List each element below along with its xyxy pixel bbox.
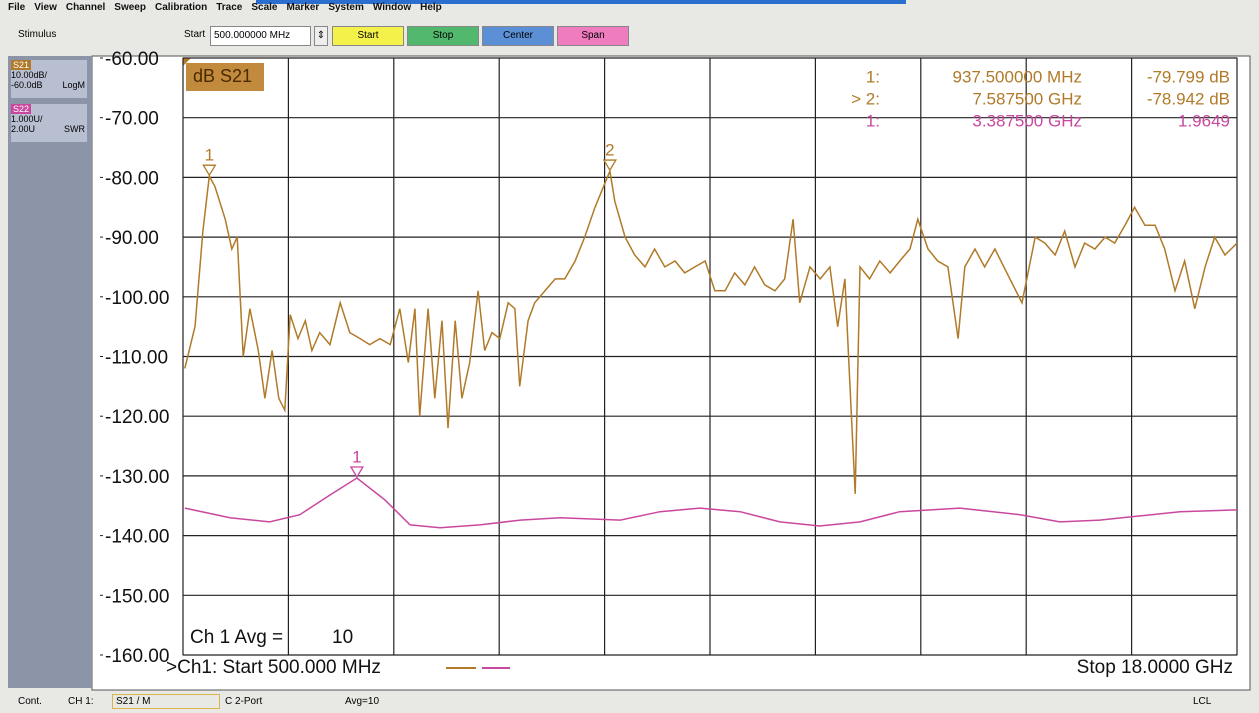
start-input[interactable]: 500.000000 MHz — [210, 26, 311, 46]
y-tick-label: -130.00 — [105, 467, 169, 488]
trace-scale: 1.000U/ — [11, 114, 43, 124]
trace-format: SWR — [64, 124, 85, 134]
marker — [602, 159, 618, 172]
y-tick-label: -150.00 — [105, 586, 169, 607]
readout-response: 1.9649 — [1178, 111, 1230, 130]
marker — [202, 164, 217, 177]
chart-title: dB S21 — [193, 66, 252, 86]
y-tick-label: -110.00 — [105, 348, 168, 369]
y-tick-label: -80.00 — [105, 168, 159, 189]
readout-stimulus: 937.500000 MHz — [953, 67, 1082, 86]
avg-value: 10 — [332, 627, 353, 648]
trace-ref: -60.0dB — [11, 80, 43, 90]
toolbar-button[interactable]: Center — [482, 26, 554, 46]
title-bar-accent — [256, 0, 906, 4]
menu-item[interactable]: Trace — [216, 2, 243, 13]
status-item: Cont. — [18, 696, 42, 707]
menu-bar: File View Channel Sweep Calibration Trace Scal… — [8, 2, 442, 13]
marker-label: 1 — [205, 146, 214, 165]
trace-row: -60.0dB LogM — [11, 80, 87, 90]
menu-item[interactable]: Marker — [286, 2, 320, 13]
plot-frame — [91, 55, 1251, 691]
trace-tab[interactable]: S22 1.000U/2.00U SWR — [11, 104, 87, 142]
status-item: Avg=10 — [345, 696, 380, 707]
menu-item[interactable]: Scale — [251, 2, 278, 13]
spinner[interactable]: ⇕ — [314, 26, 328, 46]
status-item: CH 1: — [68, 696, 94, 707]
toolbar: Stimulus Start 500.000000 MHz ⇕ Start Sto… — [4, 22, 634, 50]
menu-item[interactable]: View — [34, 2, 57, 13]
start-text: >Ch1: Start 500.000 MHz — [166, 657, 381, 678]
trace-name: S22 — [11, 104, 32, 114]
avg-label: Ch 1 Avg = — [190, 627, 283, 648]
toolbar-button[interactable]: Span — [557, 26, 629, 46]
status-bar: Cont. CH 1: S21 / M C 2-Port Avg=10 LCL — [0, 692, 1259, 712]
trace-ref: 2.00U — [11, 124, 36, 134]
y-tick-label: -70.00 — [105, 109, 159, 130]
marker-label: 2 — [605, 141, 614, 160]
marker — [349, 466, 365, 479]
status-item: LCL — [1193, 696, 1212, 707]
trace-tab[interactable]: S21 10.00dB/-60.0dB LogM — [11, 60, 87, 98]
toolbar-button[interactable]: Stop — [407, 26, 479, 46]
y-tick-label: -120.00 — [105, 407, 169, 428]
trace-format: LogM — [62, 80, 85, 90]
readout-id: > 2: — [851, 89, 880, 108]
trace-panel: S21 10.00dB/-60.0dB LogM S22 1.000U/2.00U SWR — [8, 56, 92, 688]
readout-id: 1: — [866, 67, 880, 86]
title-box — [186, 63, 264, 91]
trace-line — [184, 168, 1238, 494]
menu-item[interactable]: Help — [420, 2, 442, 13]
menu-item[interactable]: Channel — [65, 2, 106, 13]
readout-stimulus: 7.587500 GHz — [972, 89, 1082, 108]
trace-row: 2.00U SWR — [11, 124, 87, 134]
marker-label: 1 — [352, 447, 361, 466]
y-tick-label: -140.00 — [105, 527, 169, 548]
y-tick-label: -160.00 — [105, 646, 169, 667]
toolbar-button[interactable]: Start — [332, 26, 404, 46]
y-tick-label: -90.00 — [105, 228, 159, 249]
menu-item[interactable]: File — [8, 2, 26, 13]
menu-item[interactable]: Window — [372, 2, 412, 13]
trace-scale: 10.00dB/ — [11, 70, 48, 80]
trace-name: S21 — [11, 60, 32, 70]
stimulus-label: Stimulus — [18, 29, 57, 40]
status-item: S21 / M — [112, 694, 220, 709]
menu-item[interactable]: Sweep — [114, 2, 146, 13]
y-tick-label: -100.00 — [105, 288, 169, 309]
field-label: Start — [184, 29, 206, 40]
trace-line — [184, 477, 1238, 529]
readout-response: -79.799 dB — [1147, 67, 1230, 86]
y-tick-label: -60.00 — [105, 49, 159, 70]
status-item: C 2-Port — [225, 696, 263, 707]
readout-stimulus: 3.387500 GHz — [972, 111, 1082, 130]
ref-arrow — [183, 58, 191, 66]
menu-item[interactable]: Calibration — [154, 2, 208, 13]
readout-response: -78.942 dB — [1147, 89, 1230, 108]
menu-item[interactable]: System — [328, 2, 364, 13]
stop-text: Stop 18.0000 GHz — [1077, 657, 1233, 678]
readout-id: 1: — [866, 111, 880, 130]
